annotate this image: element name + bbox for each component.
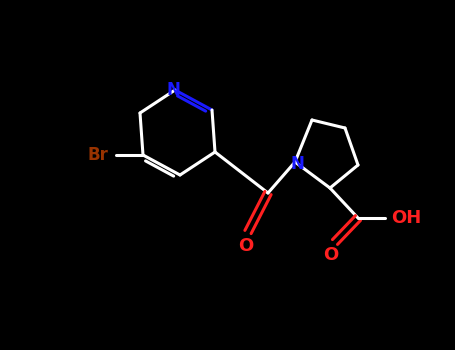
Text: Br: Br (87, 146, 108, 164)
Text: O: O (238, 237, 253, 255)
Text: N: N (166, 81, 180, 99)
Text: O: O (324, 246, 339, 264)
Text: OH: OH (391, 209, 421, 227)
Text: N: N (290, 155, 304, 173)
